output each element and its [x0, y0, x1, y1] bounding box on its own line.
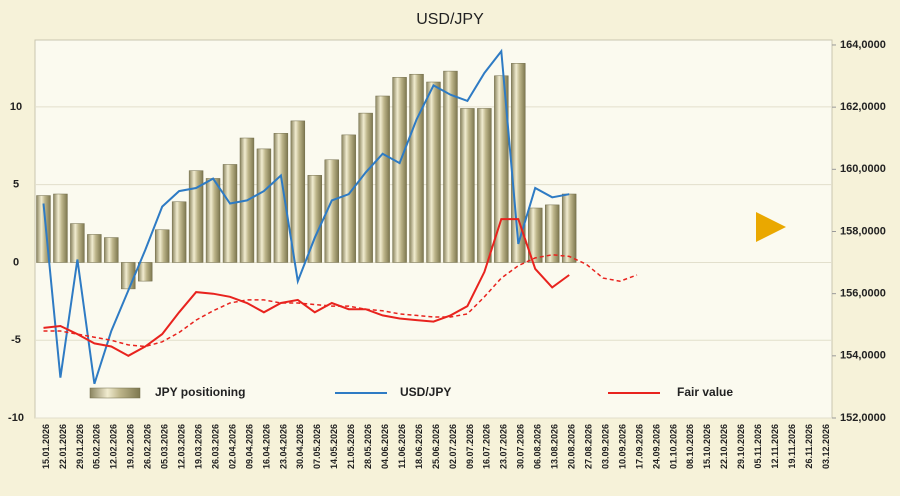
y2-tick-label: 160,0000: [840, 163, 886, 175]
x-tick-label: 17.09.2026: [634, 424, 644, 469]
x-tick-label: 22.10.2026: [719, 424, 729, 469]
bar: [375, 95, 390, 263]
y2-tick-label: 152,0000: [840, 412, 886, 424]
x-tick-label: 19.11.2026: [787, 424, 797, 469]
x-tick-label: 08.10.2026: [685, 424, 695, 469]
x-tick-label: 07.05.2026: [312, 424, 322, 469]
y2-tick-label: 156,0000: [840, 288, 886, 300]
bar: [154, 229, 170, 263]
x-tick-label: 15.10.2026: [702, 424, 712, 469]
x-tick-label: 18.06.2026: [414, 424, 424, 469]
x-tick-label: 13.08.2026: [550, 424, 560, 469]
bar: [443, 70, 458, 263]
x-tick-label: 05.11.2026: [753, 424, 763, 469]
x-tick-label: 16.04.2026: [261, 424, 271, 469]
bar: [290, 120, 306, 263]
y2-tick-label: 154,0000: [840, 350, 886, 362]
bar: [171, 201, 187, 263]
x-tick-label: 23.04.2026: [278, 424, 288, 469]
bar: [53, 193, 68, 263]
bar: [205, 178, 221, 263]
x-tick-label: 04.06.2026: [380, 424, 390, 469]
bar: [87, 234, 102, 263]
y-tick-label: -10: [8, 412, 24, 424]
bar: [528, 207, 543, 263]
bar: [426, 81, 441, 263]
bar: [307, 175, 323, 263]
x-tick-label: 12.11.2026: [770, 424, 780, 469]
bar: [561, 193, 577, 263]
legend-swatch: [89, 387, 141, 399]
x-tick-label: 03.12.2026: [821, 424, 831, 469]
x-tick-label: 22.01.2026: [58, 424, 68, 469]
y2-tick-label: 164,0000: [840, 39, 886, 51]
legend-label: Fair value: [677, 385, 733, 399]
x-tick-label: 06.08.2026: [533, 424, 543, 469]
bar: [104, 237, 119, 263]
y-tick-label: 0: [13, 256, 19, 268]
y-tick-label: 10: [10, 101, 22, 113]
x-tick-label: 25.06.2026: [431, 424, 441, 469]
bar: [188, 170, 204, 263]
bar: [70, 223, 85, 263]
legend-label: USD/JPY: [400, 385, 451, 399]
x-tick-label: 26.02.2026: [143, 424, 153, 469]
x-tick-label: 09.07.2026: [465, 424, 475, 469]
x-tick-label: 14.05.2026: [329, 424, 339, 469]
x-tick-label: 11.06.2026: [397, 424, 407, 469]
x-tick-label: 09.04.2026: [244, 424, 254, 469]
x-tick-label: 27.08.2026: [583, 424, 593, 469]
bar: [544, 204, 560, 263]
bar: [341, 134, 356, 263]
x-tick-label: 23.07.2026: [499, 424, 509, 469]
chart-title: USD/JPY: [416, 11, 484, 28]
x-tick-label: 10.09.2026: [617, 424, 627, 469]
trend-arrow: [628, 212, 786, 242]
x-tick-label: 02.07.2026: [448, 424, 458, 469]
x-tick-label: 29.10.2026: [736, 424, 746, 469]
x-tick-label: 24.09.2026: [651, 424, 661, 469]
bar: [256, 148, 272, 263]
bar: [494, 75, 509, 263]
x-tick-label: 20.08.2026: [567, 424, 577, 469]
x-tick-label: 05.03.2026: [160, 424, 170, 469]
x-tick-label: 19.03.2026: [193, 424, 203, 469]
x-tick-label: 15.01.2026: [41, 424, 51, 469]
bar: [358, 112, 373, 263]
bar: [477, 108, 492, 263]
bar: [138, 262, 153, 282]
bar: [460, 108, 475, 263]
y-tick-label: 5: [13, 179, 19, 191]
x-tick-label: 30.04.2026: [295, 424, 305, 469]
x-tick-label: 01.10.2026: [668, 424, 678, 469]
x-tick-label: 12.03.2026: [177, 424, 187, 469]
legend-label: JPY positioning: [155, 385, 245, 399]
bar: [222, 164, 238, 263]
bar: [273, 133, 289, 263]
x-tick-label: 03.09.2026: [600, 424, 610, 469]
y-tick-label: -5: [11, 334, 21, 346]
x-tick-label: 21.05.2026: [346, 424, 356, 469]
x-tick-label: 02.04.2026: [227, 424, 237, 469]
y2-tick-label: 158,0000: [840, 225, 886, 237]
y2-tick-label: 162,0000: [840, 101, 886, 113]
bar: [392, 77, 407, 263]
line: [42, 48, 570, 385]
x-tick-label: 26.03.2026: [210, 424, 220, 469]
bar: [121, 262, 136, 290]
x-tick-label: 16.07.2026: [482, 424, 492, 469]
x-tick-label: 05.02.2026: [92, 424, 102, 469]
bar: [409, 73, 424, 263]
bar: [324, 159, 339, 263]
x-tick-label: 19.02.2026: [126, 424, 136, 469]
x-tick-label: 12.02.2026: [109, 424, 119, 469]
x-tick-label: 26.11.2026: [804, 424, 814, 469]
dashed-line: [43, 254, 638, 348]
x-tick-label: 28.05.2026: [363, 424, 373, 469]
x-tick-label: 29.01.2026: [75, 424, 85, 469]
line: [43, 218, 570, 357]
x-tick-label: 30.07.2026: [516, 424, 526, 469]
